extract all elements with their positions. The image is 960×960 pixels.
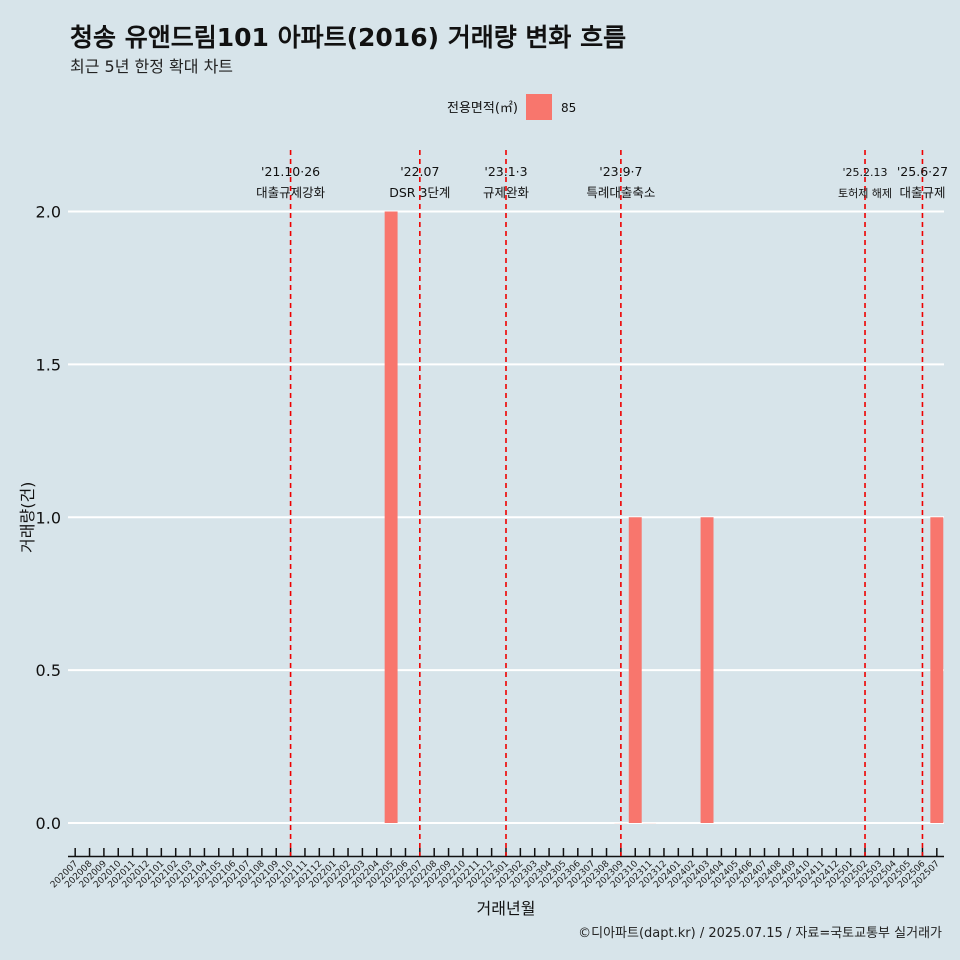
bar: [930, 517, 944, 823]
y-tick-label: 0.5: [36, 661, 61, 680]
chart-title: 청송 유앤드림101 아파트(2016) 거래량 변화 흐름: [70, 23, 627, 52]
event-name-label: 규제완화: [483, 185, 530, 200]
event-date-label: '23.1·3: [484, 164, 527, 179]
event-date-label: '25.6·27: [897, 164, 948, 179]
event-date-label: '21.10·26: [261, 164, 320, 179]
event-date-label: '23.9·7: [599, 164, 642, 179]
event-name-label: 대출규제강화: [256, 185, 326, 200]
y-tick-label: 0.0: [36, 814, 61, 833]
legend-title: 전용면적(㎡): [447, 101, 518, 116]
y-axis-title: 거래량(건): [18, 482, 37, 553]
event-name-label: DSR 3단계: [389, 185, 450, 200]
bar: [384, 211, 398, 823]
y-tick-label: 1.5: [36, 355, 61, 374]
event-name-label: 대출규제: [899, 185, 945, 200]
chart-subtitle: 최근 5년 한정 확대 차트: [70, 57, 234, 76]
bar: [628, 517, 642, 823]
bar: [700, 517, 714, 823]
y-tick-label: 2.0: [36, 203, 61, 222]
event-name-label: 토허제 해제: [838, 186, 892, 200]
legend-item-label: 85: [561, 101, 576, 115]
legend-swatch: [526, 94, 552, 120]
x-axis-title: 거래년월: [477, 899, 536, 918]
chart-caption: ©디아파트(dapt.kr) / 2025.07.15 / 자료=국토교통부 실…: [578, 926, 942, 941]
event-name-label: 특례대출축소: [586, 185, 655, 200]
event-date-label: '22.07: [400, 164, 439, 179]
y-tick-label: 1.0: [36, 508, 61, 527]
event-date-label: '25.2.13: [843, 166, 888, 179]
